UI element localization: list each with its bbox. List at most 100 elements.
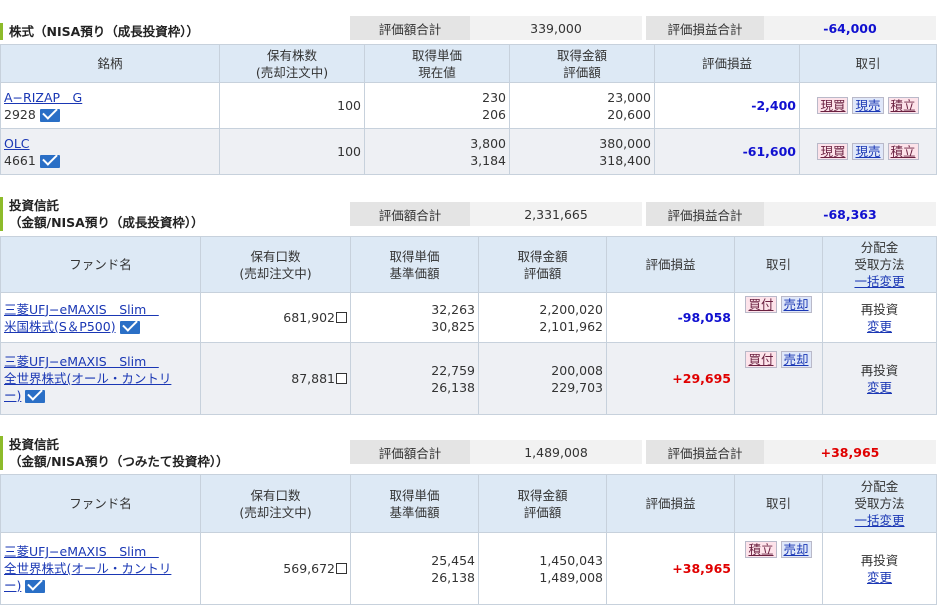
cost: 22,759: [431, 362, 475, 378]
fund-name-link[interactable]: 全世界株式(オール・カントリ: [4, 561, 172, 576]
mail-icon[interactable]: [119, 320, 140, 334]
cost: 32,263: [431, 301, 475, 317]
col-fund-name: ファンド名: [0, 236, 201, 293]
dividend-method: 再投資: [860, 362, 899, 378]
accumulate-button[interactable]: 積立: [887, 143, 919, 160]
value: 318,400: [599, 152, 651, 168]
stock-code: 2928: [4, 106, 36, 122]
stock-section-title: 株式（NISA預り（成長投資枠））: [0, 23, 199, 40]
value: 2,101,962: [539, 318, 603, 334]
col-trade: 取引: [734, 474, 823, 533]
pl-value: +38,965: [606, 532, 735, 605]
spot-sell-button[interactable]: 現売: [852, 143, 884, 160]
fund-name-link[interactable]: ー): [4, 578, 22, 593]
col-cost: 取得単価 基準価額: [350, 474, 479, 533]
stock-name-link[interactable]: A−RIZAP G: [4, 89, 83, 105]
mail-icon[interactable]: [25, 580, 46, 593]
col-dividend: 分配金 受取方法 一括変更: [822, 236, 937, 293]
stock-pl-label: 評価損益合計: [646, 16, 764, 40]
fund-tsumitate-pl-label: 評価損益合計: [646, 440, 764, 464]
value: 1,489,008: [539, 569, 603, 585]
table-row: OLC 4661 100 3,800 3,184 380,000 318,400 -…: [0, 128, 937, 175]
buy-button[interactable]: 買付: [745, 351, 777, 368]
change-link[interactable]: 変更: [866, 318, 892, 334]
col-units: 保有口数 (売却注文中): [200, 236, 351, 293]
table-row: A−RIZAP G 2928 100 230 206 23,000 20,600 -…: [0, 82, 937, 129]
col-fund-name: ファンド名: [0, 474, 201, 533]
amount: 2,200,020: [539, 301, 603, 317]
amount: 23,000: [607, 89, 651, 105]
cost: 25,454: [431, 552, 475, 568]
col-qty: 保有株数 (売却注文中): [219, 44, 365, 83]
fund-name-link[interactable]: 米国株式(S＆P500): [4, 318, 116, 334]
mail-icon[interactable]: [39, 154, 60, 168]
checkbox-icon: [336, 563, 347, 574]
table-row: 三菱UFJ−eMAXIS Slim 米国株式(S＆P500) 681,902 3…: [0, 292, 937, 343]
fund-tsumitate-total-value: 1,489,008: [470, 440, 642, 464]
fund-growth-total-value: 2,331,665: [470, 202, 642, 226]
accumulate-button[interactable]: 積立: [887, 97, 919, 114]
table-row: 三菱UFJ−eMAXIS Slim 全世界株式(オール・カントリ ー) 569,…: [0, 532, 937, 605]
qty: 100: [219, 82, 365, 129]
stock-name-link[interactable]: OLC: [4, 135, 30, 151]
sell-button[interactable]: 売却: [780, 296, 812, 313]
fund-name-link[interactable]: 全世界株式(オール・カントリ: [4, 371, 172, 386]
fund-tsumitate-summary-bar: 評価額合計 1,489,008 評価損益合計 +38,965: [350, 440, 936, 464]
cost: 3,800: [470, 135, 506, 151]
col-units: 保有口数 (売却注文中): [200, 474, 351, 533]
fund-name-link[interactable]: 三菱UFJ−eMAXIS Slim: [4, 544, 159, 559]
amount: 380,000: [599, 135, 651, 151]
col-name: 銘柄: [0, 44, 220, 83]
stock-total-value: 339,000: [470, 16, 642, 40]
spot-buy-button[interactable]: 現買: [817, 143, 849, 160]
col-pl: 評価損益: [654, 44, 800, 83]
col-trade: 取引: [799, 44, 937, 83]
bulk-change-link[interactable]: 一括変更: [854, 513, 905, 528]
units: 569,672: [283, 561, 335, 576]
amount: 200,008: [551, 362, 603, 378]
mail-icon[interactable]: [25, 390, 46, 403]
spot-sell-button[interactable]: 現売: [852, 97, 884, 114]
buy-button[interactable]: 買付: [745, 296, 777, 313]
pl-value: -98,058: [606, 292, 735, 343]
checkbox-icon: [336, 373, 347, 384]
col-amount: 取得金額 評価額: [509, 44, 655, 83]
stock-table: 銘柄 保有株数 (売却注文中) 取得単価 現在値 取得金額 評価額 評価損益 取引 A…: [0, 44, 937, 175]
bulk-change-link[interactable]: 一括変更: [854, 274, 905, 289]
stock-code: 4661: [4, 152, 36, 168]
fund-growth-title: 投資信託 （金額/NISA預り（成長投資枠））: [0, 197, 204, 231]
col-cost: 取得単価 現在値: [364, 44, 510, 83]
col-amount: 取得金額 評価額: [478, 474, 607, 533]
change-link[interactable]: 変更: [866, 379, 892, 395]
dividend-method: 再投資: [860, 301, 899, 317]
fund-growth-pl-value: -68,363: [764, 202, 936, 226]
sell-button[interactable]: 売却: [780, 541, 812, 558]
units: 87,881: [291, 371, 335, 386]
fund-growth-table: ファンド名 保有口数 (売却注文中) 取得単価 基準価額 取得金額 評価額 評価損益 …: [0, 236, 937, 415]
col-trade: 取引: [734, 236, 823, 293]
pl-value: -61,600: [654, 128, 800, 175]
col-amount: 取得金額 評価額: [478, 236, 607, 293]
fund-name-link[interactable]: 三菱UFJ−eMAXIS Slim: [4, 301, 159, 317]
checkbox-icon: [336, 312, 347, 323]
value: 229,703: [551, 379, 603, 395]
col-cost: 取得単価 基準価額: [350, 236, 479, 293]
fund-growth-pl-label: 評価損益合計: [646, 202, 764, 226]
change-link[interactable]: 変更: [866, 569, 892, 585]
spot-buy-button[interactable]: 現買: [817, 97, 849, 114]
fund-tsumitate-total-label: 評価額合計: [350, 440, 470, 464]
fund-name-link[interactable]: ー): [4, 388, 22, 403]
accumulate-button[interactable]: 積立: [745, 541, 777, 558]
table-row: 三菱UFJ−eMAXIS Slim 全世界株式(オール・カントリ ー) 87,8…: [0, 342, 937, 415]
price: 206: [482, 106, 506, 122]
price: 3,184: [470, 152, 506, 168]
price: 26,138: [431, 569, 475, 585]
sell-button[interactable]: 売却: [780, 351, 812, 368]
pl-value: +29,695: [606, 342, 735, 415]
mail-icon[interactable]: [39, 108, 60, 122]
units: 681,902: [283, 310, 335, 325]
stock-pl-value: -64,000: [764, 16, 936, 40]
dividend-method: 再投資: [860, 552, 899, 568]
fund-name-link[interactable]: 三菱UFJ−eMAXIS Slim: [4, 354, 159, 369]
col-dividend: 分配金 受取方法 一括変更: [822, 474, 937, 533]
